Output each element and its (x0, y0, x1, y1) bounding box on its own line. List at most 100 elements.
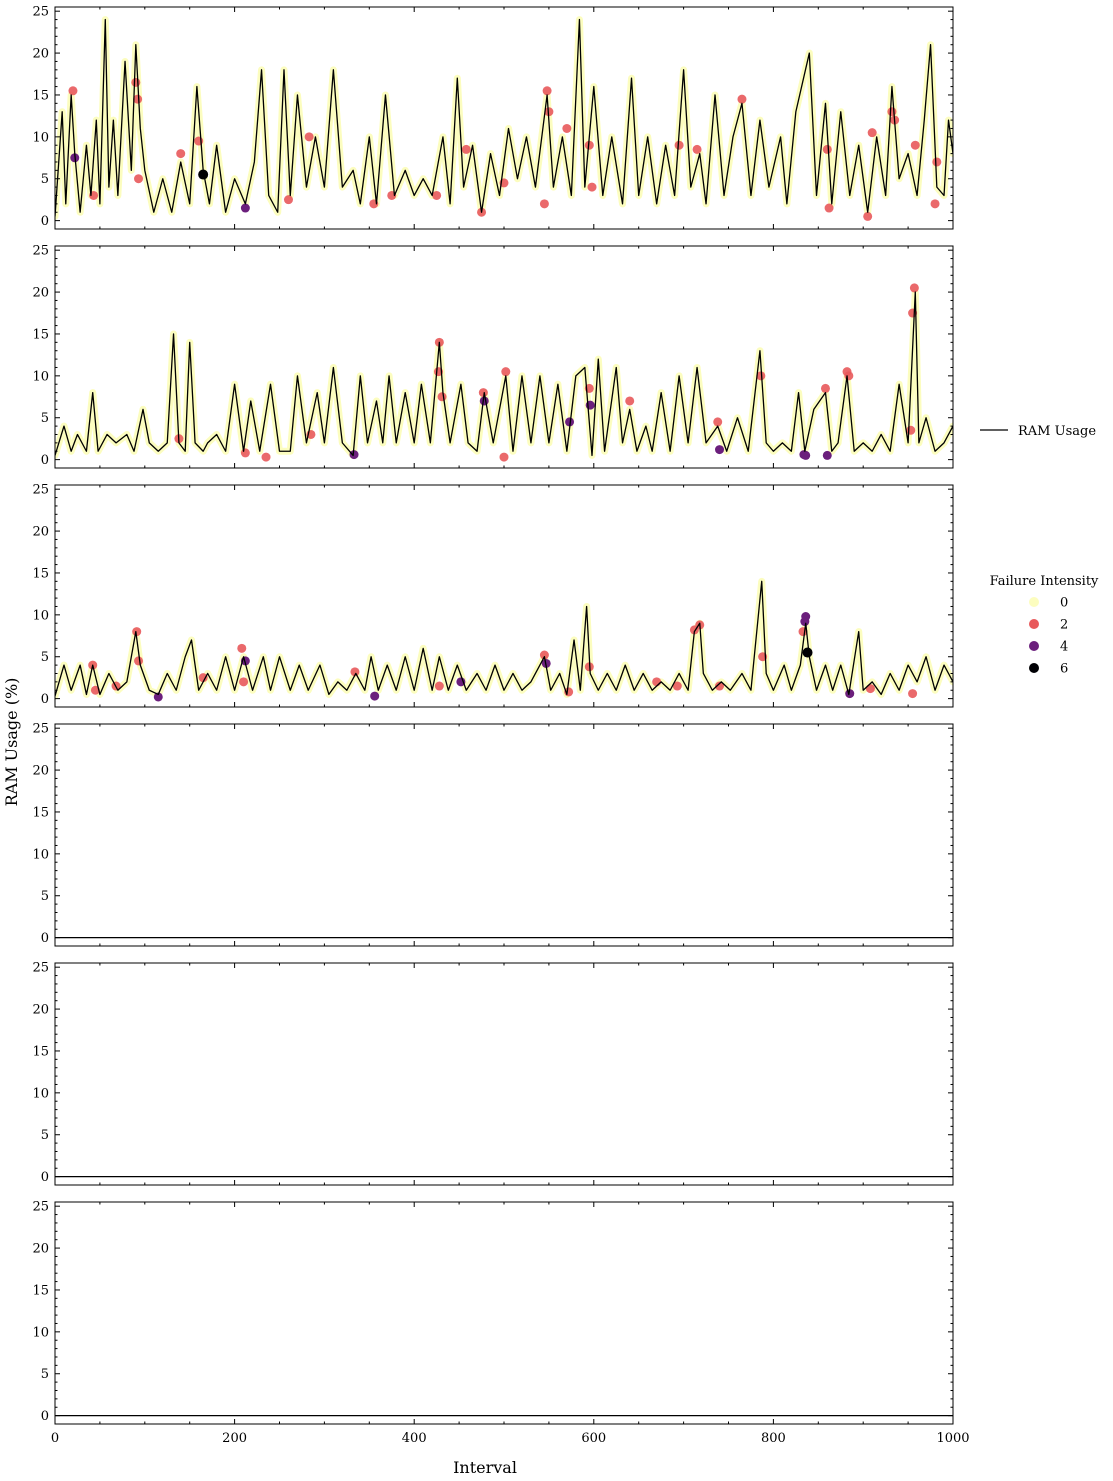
legend-hue-label: 2 (1060, 618, 1068, 633)
failure-point (434, 681, 444, 691)
failure-point (910, 140, 920, 150)
failure-point (932, 157, 942, 167)
x-tick-label: 0 (51, 1431, 59, 1446)
y-tick-label: 5 (41, 172, 49, 187)
failure-point (370, 691, 380, 701)
failure-point (801, 450, 811, 460)
y-tick-label: 0 (41, 1170, 49, 1185)
y-tick-label: 10 (32, 130, 49, 145)
y-tick-label: 15 (32, 88, 49, 103)
y-tick-label: 0 (41, 214, 49, 229)
y-tick-label: 10 (32, 1325, 49, 1340)
y-tick-label: 20 (32, 1242, 49, 1257)
failure-point (134, 174, 144, 184)
panel-5: 0 5 10 15 20 25 (32, 961, 954, 1186)
failure-point (478, 388, 488, 398)
failure-point (131, 77, 141, 87)
failure-point (134, 656, 144, 666)
panel-4: 0 5 10 15 20 25 (32, 722, 954, 947)
failure-point (692, 144, 702, 154)
panel-2: 0 5 10 15 20 25 (32, 244, 954, 469)
failure-point (820, 383, 830, 393)
intensity-0-markers (55, 577, 953, 700)
failure-point (240, 203, 250, 213)
failure-point (240, 448, 250, 458)
y-tick-label: 20 (32, 525, 49, 540)
failure-point (715, 445, 725, 455)
failure-point (544, 107, 554, 117)
failure-point (432, 190, 442, 200)
failure-point (261, 452, 271, 462)
legend-hue-swatch (1029, 641, 1039, 651)
panel-6: 0 5 10 15 20 25 0 200 400 600 800 1000 (32, 1200, 969, 1446)
failure-point (930, 199, 940, 209)
y-tick-label: 10 (32, 608, 49, 623)
y-tick-label: 20 (32, 1003, 49, 1018)
x-tick-label: 1000 (936, 1431, 969, 1446)
failure-point (237, 643, 247, 653)
failure-point (198, 673, 208, 683)
legend-line-label: RAM Usage (1018, 424, 1096, 439)
y-axis-label: RAM Usage (%) (2, 678, 21, 807)
failure-point (822, 450, 832, 460)
failure-point (542, 86, 552, 96)
y-tick-label: 0 (41, 1409, 49, 1424)
y-tick-label: 15 (32, 566, 49, 581)
failure-point (68, 86, 78, 96)
y-tick-label: 10 (32, 847, 49, 862)
y-tick-label: 5 (41, 411, 49, 426)
legend-hue-swatch (1029, 663, 1039, 673)
failure-point (350, 667, 360, 677)
failure-point (283, 195, 293, 205)
failure-point (887, 107, 897, 117)
failure-point (908, 689, 918, 699)
failure-point (715, 681, 725, 691)
y-tick-label: 5 (41, 1367, 49, 1382)
failure-point (674, 140, 684, 150)
y-tick-label: 5 (41, 889, 49, 904)
failure-point (562, 123, 572, 133)
y-tick-label: 20 (32, 47, 49, 62)
failure-point (501, 367, 511, 377)
y-tick-label: 25 (32, 1200, 49, 1215)
failure-point (824, 203, 834, 213)
subplot-panels: 0 5 10 15 20 25 0 5 10 15 20 25 0 5 10 15 20 25 0 5 10 15 20 25… (32, 5, 969, 1446)
failure-point (132, 627, 142, 637)
failure-point (737, 94, 747, 104)
y-tick-label: 25 (32, 5, 49, 20)
y-tick-label: 15 (32, 327, 49, 342)
failure-point (565, 417, 575, 427)
legend-hue-label: 4 (1060, 640, 1068, 655)
failure-intensity-legend: Failure Intensity 0 2 4 6 (990, 574, 1099, 677)
x-tick-label: 400 (402, 1431, 427, 1446)
legend-hue-label: 0 (1060, 596, 1068, 611)
panel-frame (54, 484, 954, 708)
failure-point (198, 169, 209, 180)
failure-point (239, 677, 249, 687)
y-tick-label: 10 (32, 1086, 49, 1101)
y-tick-label: 10 (32, 369, 49, 384)
failure-point (539, 199, 549, 209)
ram-usage-line (55, 18, 953, 217)
y-tick-label: 25 (32, 961, 49, 976)
panel-1: 0 5 10 15 20 25 (32, 5, 954, 230)
failure-point (304, 132, 314, 142)
failure-point (587, 182, 597, 192)
y-tick-label: 15 (32, 1283, 49, 1298)
failure-point (865, 684, 875, 694)
y-tick-label: 25 (32, 722, 49, 737)
failure-point (867, 128, 877, 138)
failure-point (437, 392, 447, 402)
y-tick-label: 25 (32, 244, 49, 259)
failure-point (672, 681, 682, 691)
failure-point (801, 612, 811, 622)
failure-point (909, 283, 919, 293)
ram-usage-line (55, 580, 953, 697)
failure-point (713, 417, 723, 427)
ram-usage-line (55, 291, 953, 457)
y-tick-label: 0 (41, 931, 49, 946)
legend-hue-title: Failure Intensity (990, 574, 1099, 589)
y-tick-label: 0 (41, 453, 49, 468)
y-tick-label: 20 (32, 286, 49, 301)
failure-point (153, 692, 163, 702)
